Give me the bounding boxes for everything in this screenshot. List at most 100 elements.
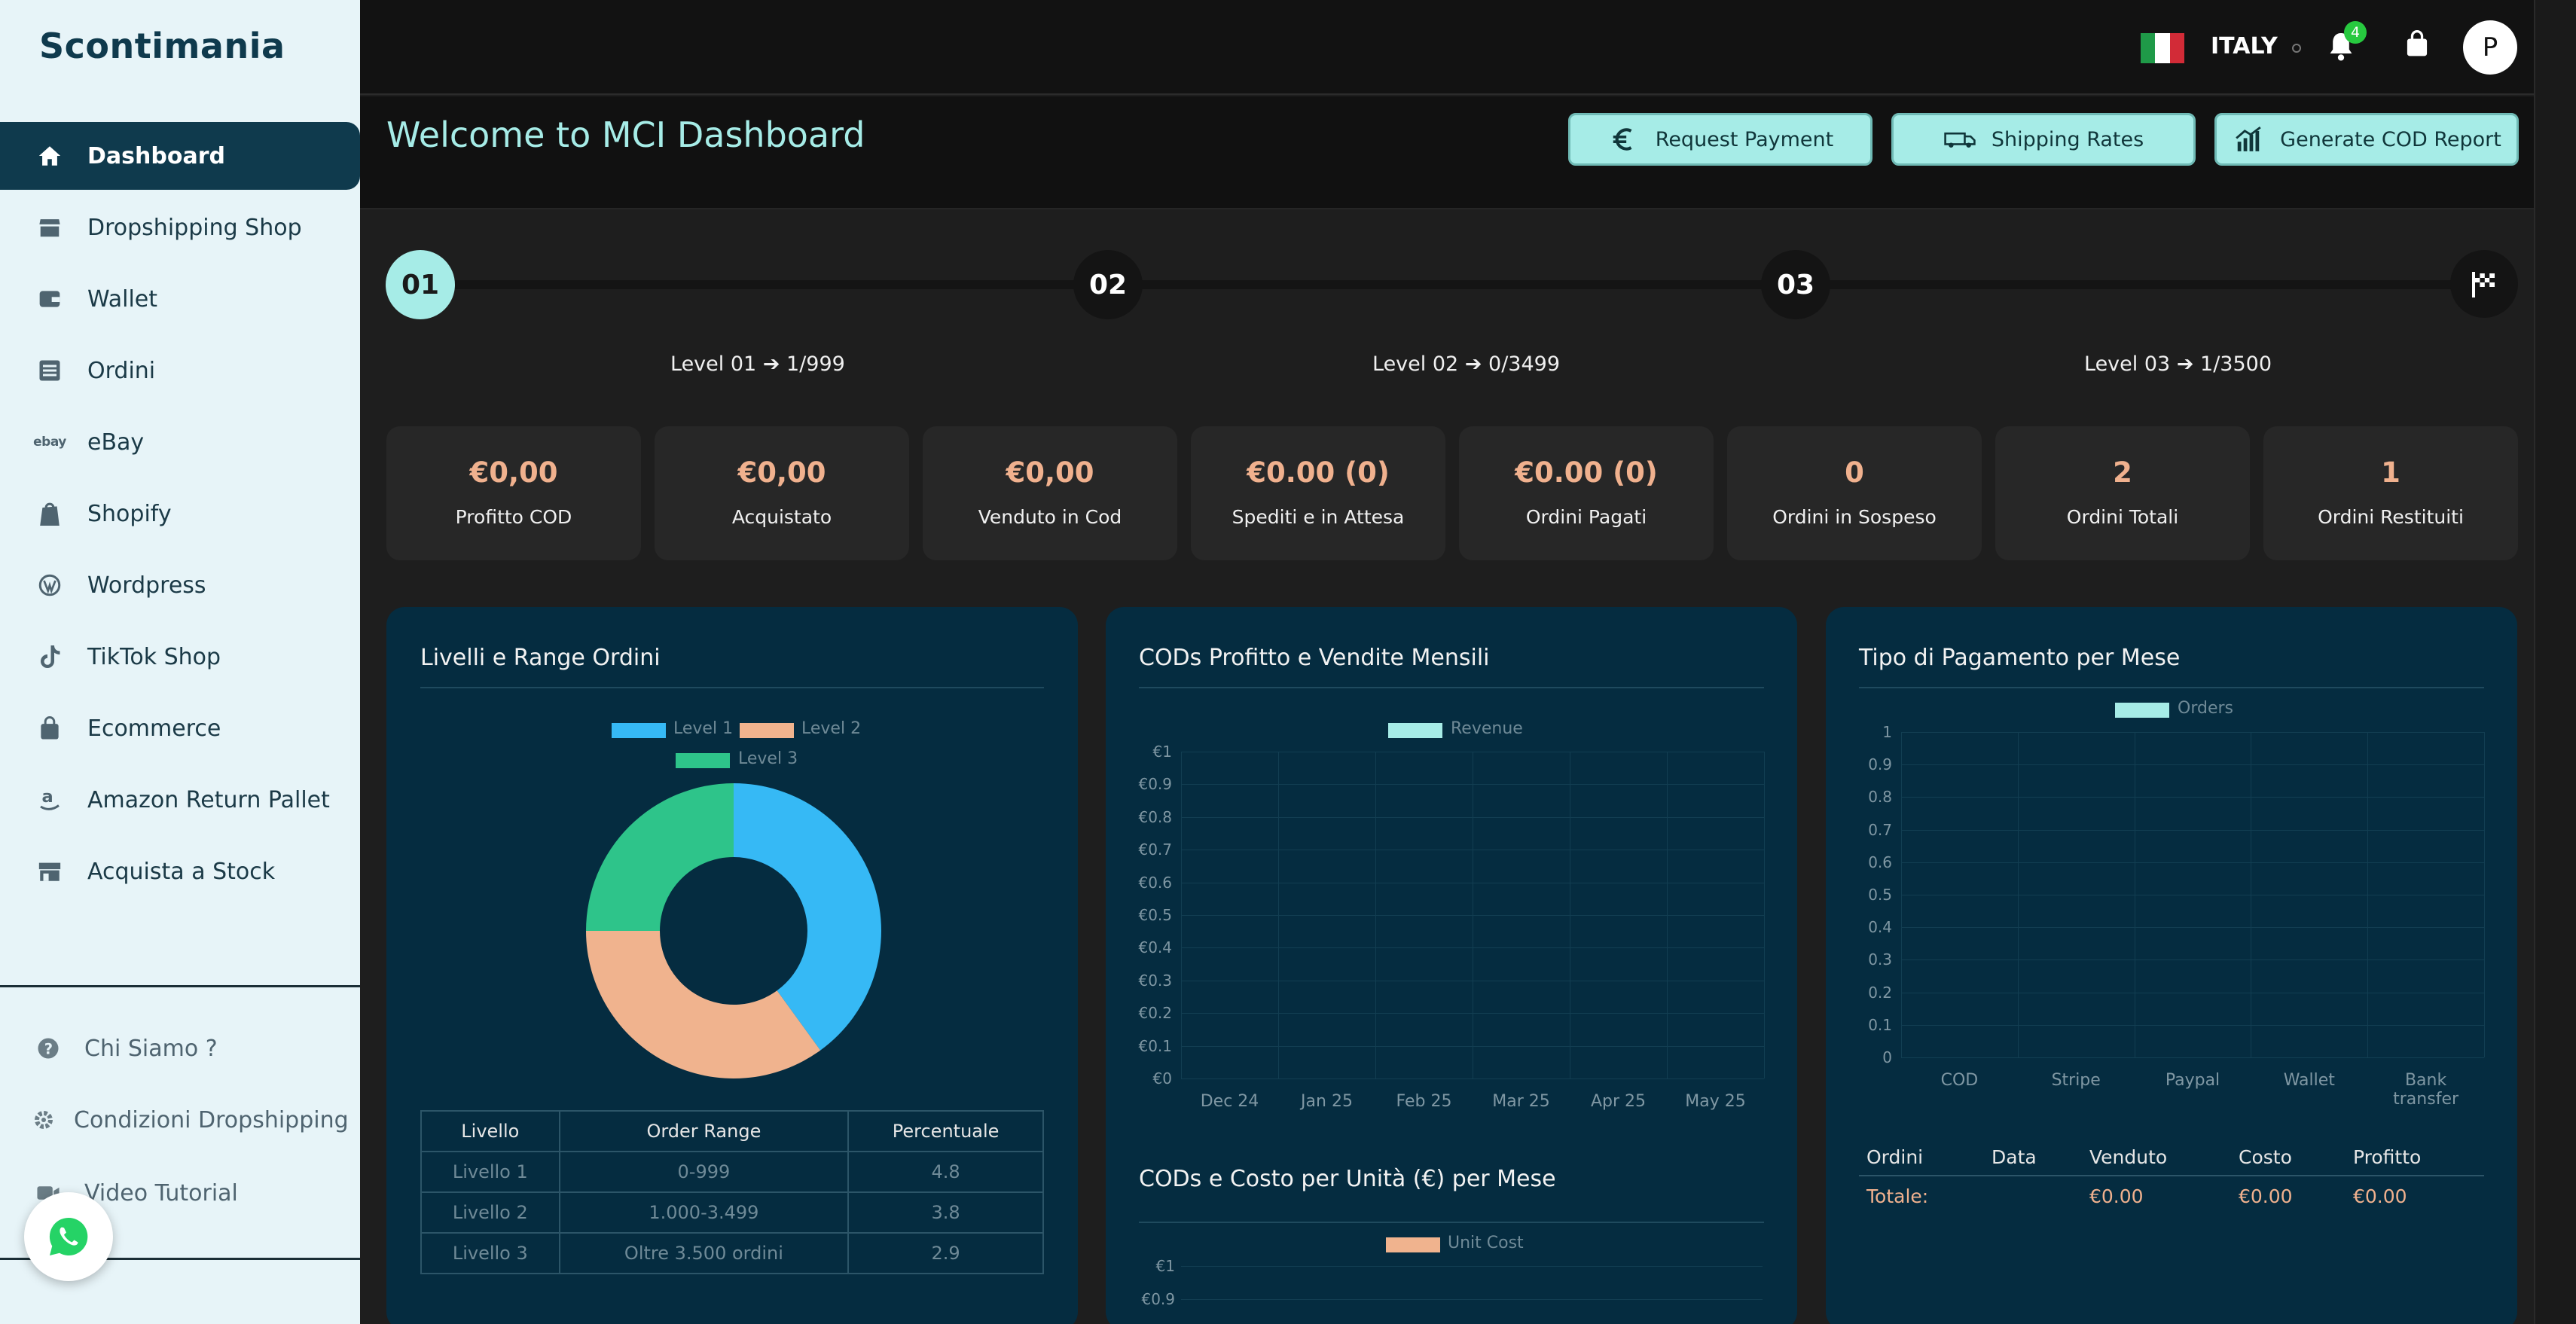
grid-line: [2017, 732, 2019, 1057]
payment-panel-title: Tipo di Pagamento per Mese: [1859, 645, 2181, 671]
list-icon: [35, 355, 65, 386]
table-header: Order Range: [558, 1110, 850, 1152]
sidebar-item-ebay[interactable]: ebay eBay: [0, 408, 360, 476]
y-tick: €0.9: [1138, 775, 1172, 794]
shop-icon: [35, 856, 65, 886]
y-tick: €0.8: [1138, 807, 1172, 826]
grid-line: [2367, 732, 2369, 1057]
sidebar-item-label: Video Tutorial: [84, 1179, 238, 1207]
sidebar-item-wordpress[interactable]: Wordpress: [0, 551, 360, 619]
shipping-rates-button[interactable]: Shipping Rates: [1891, 113, 2196, 166]
shopify-icon: [35, 499, 65, 529]
truck-icon: [1944, 132, 1976, 148]
unit-cost-panel-title: CODs e Costo per Unità (€) per Mese: [1139, 1166, 1556, 1192]
sidebar-item-shopify[interactable]: Shopify: [0, 480, 360, 548]
separator-dot: [2292, 44, 2301, 53]
grid-line: [1181, 1078, 1764, 1079]
grid-line: [1901, 1057, 2484, 1058]
sidebar-divider: [0, 985, 360, 987]
stat-label: Ordini Restituiti: [2318, 506, 2464, 528]
sidebar-item-amazon-return-pallet[interactable]: a Amazon Return Pallet: [0, 766, 360, 834]
sidebar-item-label: Chi Siamo ?: [84, 1035, 218, 1062]
y-tick: €0.6: [1138, 873, 1172, 892]
sidebar-item-label: Ecommerce: [87, 715, 221, 742]
sidebar-item-label: Acquista a Stock: [87, 858, 276, 885]
sidebar-item-label: TikTok Shop: [87, 643, 221, 670]
avatar[interactable]: P: [2463, 20, 2517, 75]
report-chart-icon: [2236, 127, 2261, 151]
stat-card-ordini-in-sospeso: 0 Ordini in Sospeso: [1727, 426, 1982, 560]
table-cell: Livello 3: [420, 1232, 560, 1274]
italy-flag-icon[interactable]: [2141, 33, 2184, 63]
shopping-bag-icon[interactable]: [2404, 30, 2433, 59]
sidebar-item-dropshipping-shop[interactable]: Dropshipping Shop: [0, 194, 360, 261]
stat-value: 1: [2381, 456, 2401, 489]
y-tick: 0.2: [1868, 983, 1892, 1002]
stat-value: €0.00 (0): [1247, 456, 1390, 489]
stat-label: Ordini Totali: [2066, 506, 2179, 528]
request-payment-button[interactable]: Request Payment: [1568, 113, 1872, 166]
gear-icon: [30, 1106, 57, 1133]
home-icon: [35, 141, 65, 171]
grid-line: [1901, 829, 2484, 831]
level-01-label: Level 01 ➔ 1/999: [670, 352, 845, 376]
legend-label-level-2: Level 2: [801, 719, 862, 738]
finish-flag-icon: [2450, 250, 2518, 318]
table-cell: 1.000-3.499: [558, 1191, 850, 1234]
arrow-right-icon: ➔: [1464, 352, 1482, 376]
sidebar-item-label: Wallet: [87, 285, 158, 313]
grid-line: [1901, 1024, 2484, 1026]
svg-text:?: ?: [44, 1041, 53, 1058]
y-tick: 0: [1882, 1048, 1892, 1066]
sidebar-item-acquista-a-stock[interactable]: Acquista a Stock: [0, 837, 360, 905]
grid-line: [1375, 752, 1376, 1078]
panel-divider: [1859, 687, 2484, 688]
y-tick: €0.3: [1138, 971, 1172, 990]
x-tick: COD: [1940, 1071, 1979, 1090]
generate-cod-report-button[interactable]: Generate COD Report: [2214, 113, 2519, 166]
sidebar-item-label: Amazon Return Pallet: [87, 786, 330, 813]
y-tick: 0.5: [1868, 886, 1892, 904]
panel-divider: [1139, 687, 1764, 688]
grid-line: [1901, 764, 2484, 766]
stat-card-acquistato: €0,00 Acquistato: [655, 426, 909, 560]
donut-slice-level-2[interactable]: [586, 931, 821, 1078]
table-row: Livello 3 Oltre 3.500 ordini 2.9: [420, 1232, 1044, 1274]
sidebar-item-ordini[interactable]: Ordini: [0, 337, 360, 404]
grid-line: [1901, 862, 2484, 863]
y-tick: €0.5: [1138, 906, 1172, 924]
pay-total-costo: €0.00: [2239, 1185, 2293, 1207]
country-selector[interactable]: ITALY: [2211, 33, 2278, 59]
stat-card-spediti-in-attesa: €0.00 (0) Spediti e in Attesa: [1191, 426, 1445, 560]
donut-slice-level-1[interactable]: [734, 783, 881, 1051]
level-03-label: Level 03 ➔ 1/3500: [2084, 352, 2272, 376]
scrollbar[interactable]: [2534, 0, 2576, 1324]
sidebar-item-wallet[interactable]: Wallet: [0, 265, 360, 333]
whatsapp-chat-button[interactable]: [24, 1192, 113, 1281]
y-tick: 0.4: [1868, 918, 1892, 937]
legend-swatch-level-2: [740, 723, 794, 738]
donut-slice-level-3[interactable]: [586, 783, 734, 931]
sidebar-item-condizioni-dropshipping[interactable]: Condizioni Dropshipping: [0, 1090, 360, 1150]
arrow-right-icon: ➔: [762, 352, 780, 376]
pay-table-header: Ordini: [1866, 1146, 1924, 1168]
sidebar-item-ecommerce[interactable]: Ecommerce: [0, 694, 360, 762]
legend-label-level-3: Level 3: [738, 749, 798, 768]
legend-swatch-revenue: [1388, 723, 1442, 738]
sidebar-item-video-tutorial[interactable]: Video Tutorial: [0, 1163, 360, 1223]
sidebar-item-chi-siamo[interactable]: ? Chi Siamo ?: [0, 1018, 360, 1078]
sidebar-item-tiktok-shop[interactable]: TikTok Shop: [0, 623, 360, 691]
x-tick: Feb 25: [1396, 1092, 1452, 1111]
grid-line: [1181, 1266, 1763, 1267]
y-tick: €0: [1152, 1069, 1172, 1088]
panel-divider: [1139, 1222, 1764, 1223]
legend-swatch-level-3: [676, 753, 730, 768]
table-cell: Oltre 3.500 ordini: [558, 1232, 850, 1274]
table-header: Livello: [420, 1110, 560, 1152]
grid-line: [1181, 752, 1182, 1078]
euro-icon: [1613, 128, 1632, 151]
stat-label: Ordini Pagati: [1525, 506, 1647, 528]
topbar: [360, 0, 2534, 95]
sidebar-item-dashboard[interactable]: Dashboard: [0, 122, 360, 190]
sidebar-item-label: Dashboard: [87, 142, 225, 169]
